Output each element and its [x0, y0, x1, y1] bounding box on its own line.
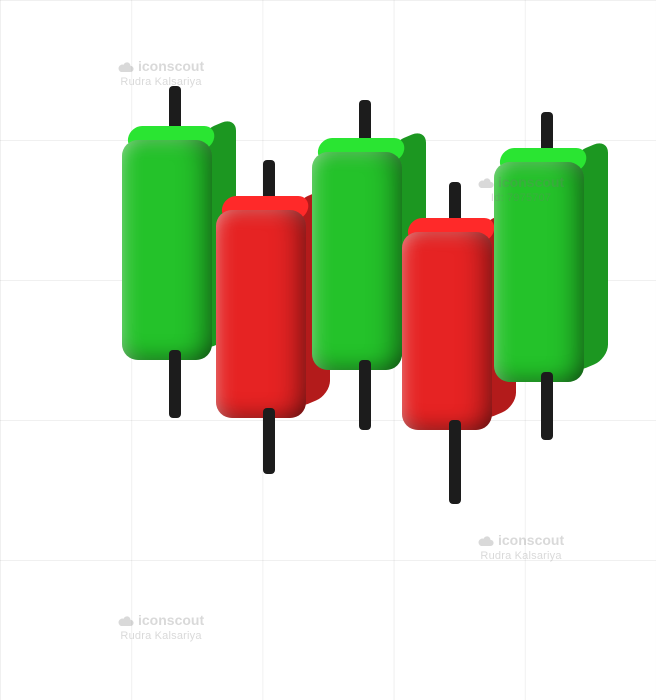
candle-body-front: [312, 152, 402, 370]
candle-wick-bottom: [169, 350, 181, 418]
candle-body-front: [402, 232, 492, 430]
candlestick-illustration: [0, 0, 656, 700]
candle-wick-bottom: [449, 420, 461, 504]
candle-body-front: [122, 140, 212, 360]
candle-wick-bottom: [541, 372, 553, 440]
candle-body-front: [494, 162, 584, 382]
candle-body-front: [216, 210, 306, 418]
candle-wick-bottom: [359, 360, 371, 430]
candle-wick-bottom: [263, 408, 275, 474]
